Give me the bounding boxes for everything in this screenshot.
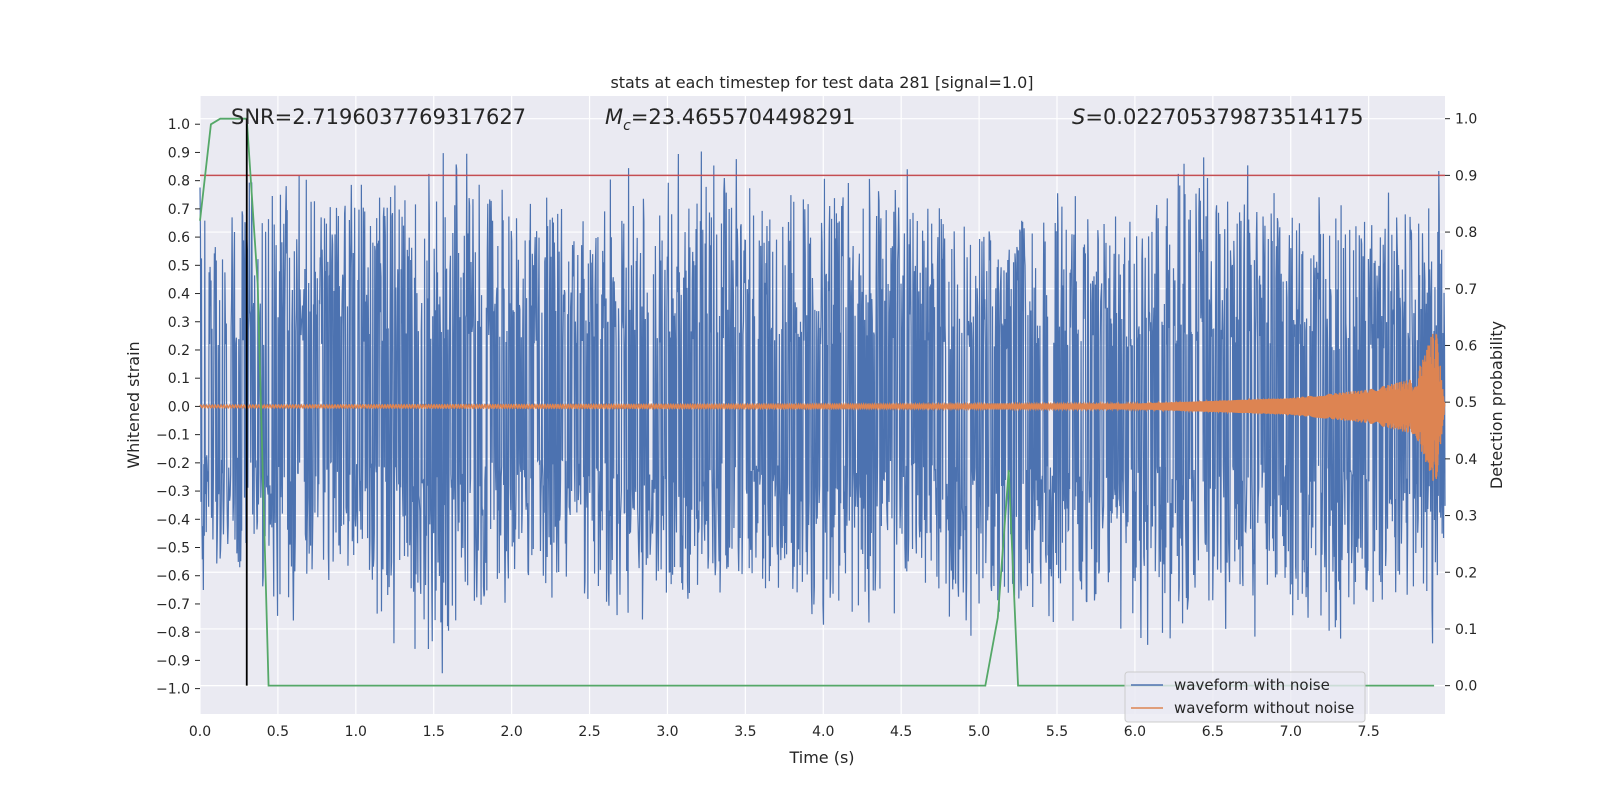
y-left-tick-label: −0.5 [156,541,190,557]
y-right-tick-label: 0.6 [1455,338,1477,354]
x-tick-label: 4.0 [812,724,834,740]
legend-label-noise: waveform with noise [1174,676,1330,694]
clean-waveform-layer [199,333,1446,481]
y-right-tick-label: 0.7 [1455,282,1477,298]
legend-box [1124,671,1366,723]
y-left-tick-label: 0.1 [168,371,190,387]
y-left-tick-label: 0.6 [168,230,190,246]
y-right-tick-label: 0.9 [1455,168,1477,184]
y-left-tick-label: 0.2 [168,343,190,359]
snr-annotation: SNR=2.7196037769317627 [231,105,526,129]
y-left-tick-label: 0.0 [168,399,190,415]
score-symbol: S [1072,105,1085,129]
x-axis-label: Time (s) [788,748,854,767]
x-tick-label: 0.0 [189,724,211,740]
y-left-tick-label: 0.3 [168,315,190,331]
x-tick-label: 5.5 [1046,724,1068,740]
x-tick-label: 1.0 [345,724,367,740]
y-right-tick-label: 0.8 [1455,225,1477,241]
x-tick-label: 2.0 [501,724,523,740]
chirp-mass-annotation: Mc=23.4655704498291 [605,105,856,134]
clean-waveform-line [199,333,1446,481]
chirp-mass-value: =23.4655704498291 [631,105,856,129]
y-axis-label-right: Detection probability [1487,321,1506,489]
detection-probability-line [199,117,1435,687]
y-right-tick-label: 0.1 [1455,622,1477,638]
y-right-tick-label: 0.0 [1455,679,1477,695]
x-tick-label: 7.0 [1280,724,1302,740]
x-tick-label: 3.5 [734,724,756,740]
overlay-layer [199,117,1445,687]
chirp-mass-symbol: M [605,105,623,129]
y-left-tick-label: −0.1 [156,428,190,444]
y-right-tick-label: 0.5 [1455,395,1477,411]
x-tick-label: 0.5 [267,724,289,740]
x-tick-label: 6.0 [1124,724,1146,740]
y-left-tick-label: −0.2 [156,456,190,472]
chart-title: stats at each timestep for test data 281… [610,73,1033,92]
y-right-tick-label: 0.4 [1455,452,1477,468]
y-right-tick-label: 1.0 [1455,112,1477,128]
y-left-tick-label: 1.0 [168,117,190,133]
x-tick-label: 3.0 [656,724,678,740]
y-left-tick-label: −0.9 [156,653,190,669]
y-right-tick-label: 0.3 [1455,509,1477,525]
y-left-tick-label: −0.6 [156,569,190,585]
y-left-tick-label: −0.7 [156,597,190,613]
legend-label-clean: waveform without noise [1174,699,1354,717]
x-tick-label: 1.5 [423,724,445,740]
y-left-tick-label: 0.4 [168,287,190,303]
score-value: =0.022705379873514175 [1085,105,1363,129]
axis-ticks: 0.0 0.5 1.0 1.5 2.0 2.5 3.0 3.5 4.0 4.5 5.0 5.5 6.0 6… [156,112,1477,740]
y-left-tick-label: −0.4 [156,512,190,528]
y-left-tick-label: −1.0 [156,682,190,698]
y-left-tick-label: 0.5 [168,258,190,274]
x-tick-label: 7.5 [1358,724,1380,740]
y-left-tick-label: −0.3 [156,484,190,500]
x-tick-label: 5.0 [968,724,990,740]
chirp-mass-subscript: c [623,118,631,134]
score-annotation: S=0.022705379873514175 [1072,105,1363,129]
x-tick-label: 6.5 [1202,724,1224,740]
y-right-tick-label: 0.2 [1455,565,1477,581]
x-tick-label: 2.5 [578,724,600,740]
legend: waveform with noise waveform without noi… [1124,671,1366,723]
y-left-tick-label: −0.8 [156,625,190,641]
y-left-tick-label: 0.7 [168,202,190,218]
x-tick-label: 4.5 [890,724,912,740]
y-axis-label-left: Whitened strain [124,341,143,468]
y-left-tick-label: 0.9 [168,145,190,161]
y-left-tick-label: 0.8 [168,174,190,190]
